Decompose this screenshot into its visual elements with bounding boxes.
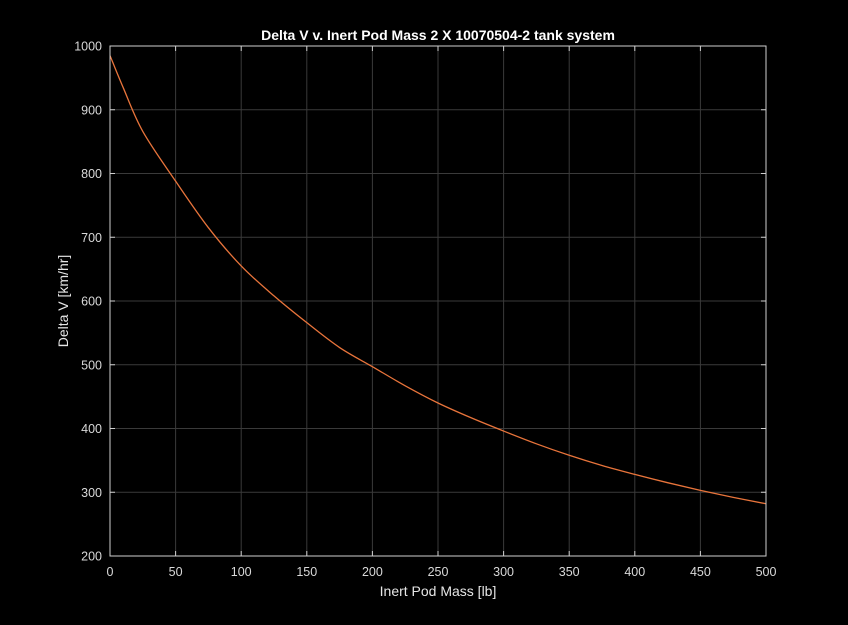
x-tick-label: 200 <box>362 565 383 579</box>
axis-ticks: 0 50 100 150 200 250 300 350 400 450 500 200 300 400 5… <box>74 40 776 580</box>
y-tick-label: 300 <box>81 486 102 500</box>
y-tick-label: 700 <box>81 231 102 245</box>
x-tick-label: 250 <box>428 565 449 579</box>
y-axis-label: Delta V [km/hr] <box>55 255 71 348</box>
x-tick-label: 400 <box>624 565 645 579</box>
series-line-0 <box>109 55 767 505</box>
y-tick-label: 500 <box>81 358 102 372</box>
y-tick-label: 800 <box>81 167 102 181</box>
x-axis-label: Inert Pod Mass [lb] <box>380 583 497 599</box>
y-tick-label: 900 <box>81 103 102 117</box>
x-tick-label: 350 <box>559 565 580 579</box>
x-tick-label: 450 <box>690 565 711 579</box>
y-tick-label: 600 <box>81 295 102 309</box>
x-tick-label: 50 <box>169 565 183 579</box>
x-tick-label: 500 <box>756 565 777 579</box>
x-tick-label: 0 <box>107 565 114 579</box>
y-tick-label: 400 <box>81 422 102 436</box>
y-tick-label: 1000 <box>74 40 102 54</box>
x-tick-label: 300 <box>493 565 514 579</box>
x-tick-label: 100 <box>231 565 252 579</box>
chart-title: Delta V v. Inert Pod Mass 2 X 10070504-2… <box>261 27 615 43</box>
y-tick-label: 200 <box>81 550 102 564</box>
x-tick-label: 150 <box>296 565 317 579</box>
series-layer <box>109 55 767 505</box>
